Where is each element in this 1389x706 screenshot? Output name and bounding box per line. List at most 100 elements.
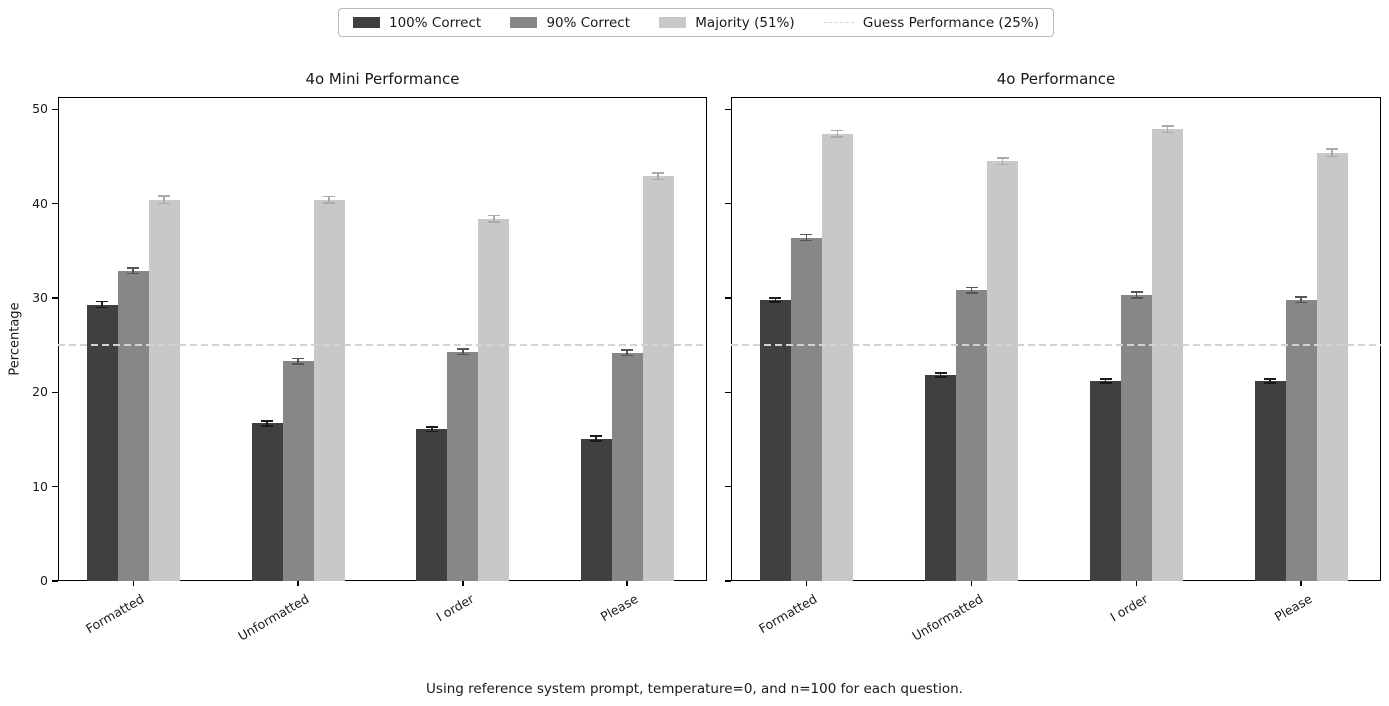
- guess-performance-line: [58, 344, 707, 346]
- x-tick-label: Please: [598, 591, 641, 625]
- bar: [956, 290, 987, 581]
- error-bar-cap: [769, 297, 782, 299]
- error-bar-cap: [652, 178, 665, 181]
- guess-performance-line: [731, 344, 1381, 346]
- y-tick-mark: [52, 485, 58, 488]
- error-bar-cap: [261, 424, 274, 427]
- error-bar-stem: [297, 358, 299, 364]
- error-bar-cap: [996, 156, 1009, 159]
- y-axis-label: Percentage: [7, 302, 23, 376]
- error-bar-cap: [487, 214, 500, 217]
- y-tick-mark: [52, 297, 58, 299]
- error-bar-cap: [621, 349, 634, 351]
- chart-title: 4o Mini Performance: [305, 70, 460, 88]
- y-tick-label: 20: [32, 384, 48, 400]
- error-bar-cap: [621, 354, 634, 357]
- error-bar-stem: [970, 287, 973, 294]
- error-bar-cap: [425, 430, 438, 433]
- bar: [821, 133, 853, 581]
- error-bar-cap: [1099, 378, 1112, 380]
- x-tick-label: Formatted: [756, 591, 820, 637]
- error-bar-stem: [1104, 378, 1107, 383]
- x-tick-label: Please: [1271, 591, 1315, 625]
- bar: [313, 199, 345, 581]
- legend-item: Guess Performance (25%): [823, 14, 1039, 31]
- error-bar-cap: [769, 301, 782, 303]
- error-bar-cap: [1130, 297, 1143, 299]
- error-bar-cap: [323, 195, 336, 198]
- legend-label: 90% Correct: [546, 14, 631, 31]
- y-tick-mark: [52, 580, 58, 582]
- bar: [611, 352, 643, 581]
- error-bar-cap: [965, 286, 978, 289]
- error-bar-cap: [1295, 301, 1308, 304]
- error-bar-cap: [1161, 124, 1174, 127]
- error-bar-stem: [626, 349, 628, 356]
- legend-item: 100% Correct: [353, 15, 481, 31]
- error-bar-stem: [493, 215, 495, 222]
- error-bar-cap: [456, 353, 469, 356]
- error-bar-cap: [487, 221, 500, 223]
- y-tick-mark: [52, 202, 58, 205]
- error-bar-cap: [127, 266, 140, 269]
- error-bar-stem: [1135, 292, 1138, 298]
- bar: [759, 299, 791, 581]
- error-bar-cap: [590, 435, 603, 437]
- y-tick-mark: [725, 297, 731, 299]
- error-bar-stem: [431, 426, 433, 432]
- chart-title: 4o Performance: [996, 70, 1116, 88]
- error-bar-cap: [456, 348, 469, 350]
- y-tick-label: 50: [32, 101, 48, 117]
- error-bar-cap: [1264, 382, 1277, 384]
- y-tick-label: 40: [32, 195, 48, 211]
- bar: [987, 161, 1018, 581]
- y-tick-mark: [52, 391, 58, 393]
- error-bar-cap: [996, 163, 1009, 166]
- bar: [282, 361, 314, 581]
- legend-item: Majority (51%): [659, 14, 795, 31]
- error-bar-cap: [1326, 148, 1339, 150]
- error-bar-cap: [800, 233, 813, 236]
- x-tick-mark: [132, 581, 134, 586]
- error-bar-stem: [805, 234, 808, 241]
- error-bar-cap: [965, 292, 978, 294]
- y-tick-label: 10: [32, 478, 48, 494]
- legend: 100% Correct 90% Correct Majority (51%) Gue…: [338, 8, 1054, 37]
- error-bar-stem: [657, 172, 659, 180]
- error-bar-cap: [292, 357, 305, 360]
- error-bar-stem: [1331, 148, 1333, 157]
- bar: [642, 176, 674, 581]
- error-bar-cap: [652, 172, 665, 174]
- error-bar-cap: [158, 195, 171, 197]
- x-tick-label: I order: [1107, 591, 1151, 625]
- error-bar-stem: [1300, 296, 1302, 303]
- legend-label: 100% Correct: [389, 14, 482, 31]
- error-bar-stem: [132, 267, 135, 274]
- x-tick-mark: [626, 581, 628, 586]
- legend-bar-swatch-icon: [510, 17, 538, 28]
- legend-item: 90% Correct: [510, 15, 630, 31]
- plot-area: [58, 97, 707, 581]
- error-bar-cap: [590, 440, 603, 442]
- y-tick-mark: [725, 108, 731, 110]
- legend-bar-swatch-icon: [659, 17, 687, 28]
- bar: [251, 423, 283, 581]
- error-bar-cap: [800, 239, 813, 242]
- bar: [478, 218, 510, 581]
- error-bar-stem: [836, 130, 839, 138]
- error-bar-stem: [1166, 125, 1169, 133]
- error-bar-stem: [939, 373, 942, 378]
- x-tick-mark: [805, 581, 808, 586]
- legend-dashed-line-icon: [823, 22, 854, 23]
- bar: [1090, 380, 1122, 581]
- bar: [416, 429, 448, 581]
- x-tick-label: I order: [433, 591, 477, 625]
- legend-label: Guess Performance (25%): [862, 14, 1039, 31]
- error-bar-cap: [96, 300, 109, 303]
- y-tick-mark: [725, 580, 731, 582]
- x-tick-mark: [970, 581, 973, 586]
- bar: [1285, 299, 1317, 581]
- error-bar-stem: [595, 436, 597, 441]
- legend-label: Majority (51%): [695, 14, 795, 31]
